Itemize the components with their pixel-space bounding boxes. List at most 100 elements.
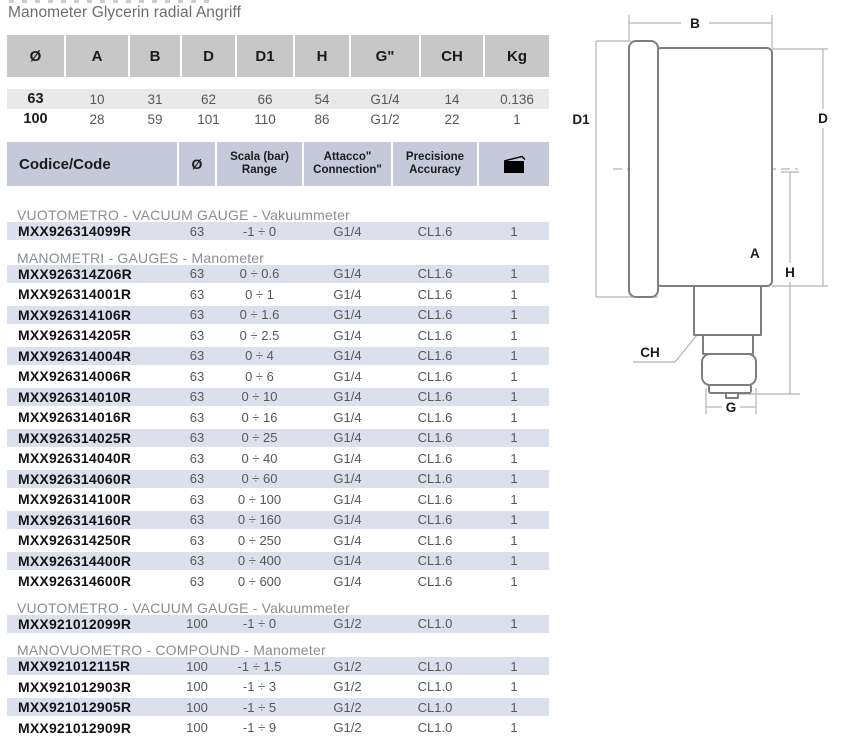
accuracy-cell: CL1.6 [417,430,453,445]
value-cell: 101 [197,111,220,127]
page-title: Manometer Glycerin radial Angriff [8,4,242,21]
code-cell: MXX926314160R [18,511,132,528]
connection-cell: G1/4 [333,450,362,466]
gauge-thread-tip [725,392,739,399]
connection-cell: G1/4 [333,368,362,384]
connection-cell: G1/4 [333,223,362,239]
accuracy-cell: CL1.6 [417,327,453,343]
connection-cell: G1/4 [333,307,362,322]
accuracy-cell: CL1.0 [417,699,453,715]
diagram-labels: B D1 D H A CH G [572,16,832,415]
connection-cell: G1/4 [333,471,362,486]
diameter-cell: 63 [189,409,205,425]
accuracy-cell: CL1.6 [417,307,453,322]
spec-header-cell: D1 [237,35,293,77]
package-qty-cell: 1 [510,266,518,281]
code-cell: MXX926314100R [18,491,132,507]
code-cell: MXX926314006R [18,368,132,384]
accuracy-cell: CL1.6 [417,223,453,239]
accuracy-cell: CL1.6 [417,512,453,527]
table-row: 100 28 59 101 110 86 G1/2 22 1 [7,109,549,129]
range-cell: 0 ÷ 16 [241,409,278,425]
table-row: MXX926314010R 63 0 ÷ 10 G1/4 CL1.6 1 [7,387,549,406]
connection-cell: G1/4 [333,573,362,589]
accuracy-cell: CL1.6 [417,491,453,507]
diameter-cell: 63 [189,512,205,527]
table-row: MXX926314001R 63 0 ÷ 1 G1/4 CL1.6 1 [7,285,549,303]
gauge-fitting [701,353,757,386]
gauge-washer [708,384,752,394]
clipped-text-remnant [9,0,214,3]
range-cell: 0 ÷ 25 [241,430,278,445]
value-cell: 66 [257,91,273,107]
package-qty-cell: 1 [510,286,518,302]
codes-header-accuracy: Precisione Accuracy [393,142,477,186]
gauge-neck [693,285,762,336]
accuracy-cell: CL1.0 [417,679,453,694]
codes-header-package [479,142,549,186]
value-cell: G1/2 [370,111,400,127]
range-cell: 0 ÷ 4 [245,348,274,363]
diameter-cell: 100 [186,699,208,715]
codes-header-row: Codice/Code Ø Scala (bar) Range Attacco"… [7,142,549,186]
codes-header-code: Codice/Code [7,142,177,186]
accuracy-cell: CL1.6 [417,368,453,384]
codes-header-connection: Attacco" Connection" [304,142,391,186]
package-icon [503,155,525,173]
code-cell: MXX926314400R [18,552,132,569]
diameter-cell: 63 [189,389,205,404]
connection-cell: G1/4 [333,512,362,527]
range-cell: 0 ÷ 100 [237,491,282,507]
code-cell: MXX926314010R [18,388,132,405]
code-cell: MXX921012905R [18,699,132,715]
code-cell: MXX926314025R [18,429,132,446]
diameter-cell: 63 [189,553,205,568]
value-cell: 54 [314,91,330,107]
diameter-cell: 63 [189,450,205,466]
diameter-cell: 63 [189,491,205,507]
gauge-diagram: B D1 D H A CH G [572,15,832,415]
package-qty-cell: 1 [510,368,518,384]
connection-cell: G1/4 [333,491,362,507]
diameter-cell: 63 [189,266,205,281]
table-row: 63 10 31 62 66 54 G1/4 14 0.136 [7,89,549,109]
label-g: G [726,400,737,415]
value-cell: 28 [89,111,105,127]
diameter-cell: 63 [189,348,205,363]
package-qty-cell: 1 [510,223,518,239]
package-qty-cell: 1 [510,553,518,568]
package-qty-cell: 1 [510,348,518,363]
label-d1: D1 [572,112,590,127]
table-row: MXX921012099R 100 -1 ÷ 0 G1/2 CL1.0 1 [7,614,549,633]
code-cell: MXX926314600R [18,573,132,589]
code-cell: MXX926314001R [18,286,132,302]
range-cell: 0 ÷ 10 [241,389,278,404]
range-cell: 0 ÷ 2.5 [239,327,280,343]
diameter-cell: 63 [189,573,205,589]
package-qty-cell: 1 [510,450,518,466]
connection-cell: G1/4 [333,348,362,363]
value-cell: 31 [147,91,163,107]
accuracy-cell: CL1.6 [417,389,453,404]
diameter-cell: 100 [186,679,208,694]
spec-header-cell: B [130,35,180,77]
spec-header-cell: CH [421,35,483,77]
diameter-cell: 63 [189,532,205,548]
range-cell: 0 ÷ 1 [245,286,274,302]
range-cell: -1 ÷ 9 [242,720,277,735]
accuracy-cell: CL1.0 [417,616,453,631]
package-qty-cell: 1 [510,699,518,715]
section-header: VUOTOMETRO - VACUUM GAUGE - Vakuummeter [17,599,350,616]
size-cell: 100 [23,111,48,127]
diameter-cell: 63 [189,430,205,445]
table-row: MXX926314160R 63 0 ÷ 160 G1/4 CL1.6 1 [7,510,549,529]
codes-header-diameter: Ø [179,142,215,186]
package-qty-cell: 1 [510,616,518,631]
accuracy-cell: CL1.6 [417,348,453,363]
size-cell: 63 [27,91,44,107]
code-cell: MXX926314004R [18,347,132,364]
value-cell: 1 [513,111,521,127]
table-row: MXX926314Z06R 63 0 ÷ 0.6 G1/4 CL1.6 1 [7,264,549,283]
code-cell: MXX921012903R [18,678,132,695]
dimensions-header-row: Ø A B D D1 H G" CH Kg [7,35,549,77]
